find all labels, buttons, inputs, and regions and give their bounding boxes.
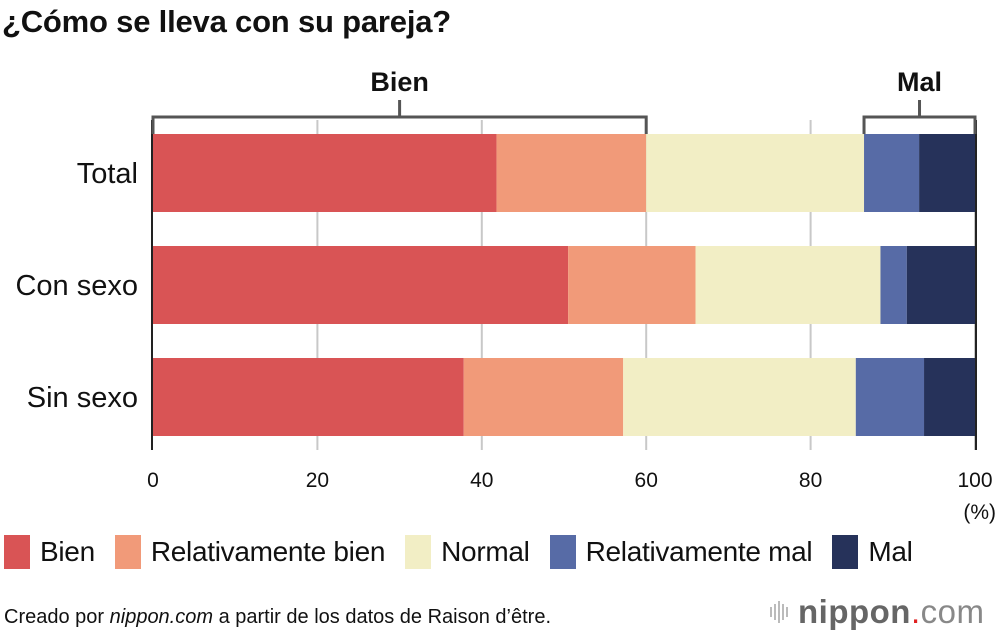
brand-dot: . [910, 593, 921, 630]
brand-name: nippon [798, 593, 911, 630]
tick-label: 20 [306, 469, 329, 492]
legend-item: Relativamente bien [114, 535, 386, 569]
brackets: Bien Mal [151, 67, 977, 134]
legend: Bien Relativamente bien Normal Relativament… [4, 535, 913, 569]
bar-segment [906, 246, 975, 324]
nippon-logo: nippon.com [770, 593, 984, 631]
bar-segment [153, 134, 497, 212]
bar-segment [463, 358, 624, 436]
chart-title: ¿Cómo se lleva con su pareja? [2, 4, 452, 39]
logo-bars-icon [770, 597, 790, 627]
legend-label: Bien [40, 536, 95, 567]
tick-label: 80 [799, 469, 822, 492]
axis [151, 120, 977, 450]
bars [153, 134, 975, 436]
legend-label: Mal [868, 536, 913, 567]
tick-label: 100 [957, 469, 992, 492]
source-suffix: a partir de los datos de Raison d’être. [213, 606, 551, 628]
bar-segment [919, 134, 975, 212]
bar-segment [695, 246, 881, 324]
bracket-label: Bien [370, 67, 429, 97]
source-site: nippon.com [109, 606, 214, 628]
category-label: Total [77, 158, 138, 190]
category-label: Con sexo [15, 270, 138, 302]
category-labels: Total Con sexo Sin sexo [15, 158, 138, 414]
bracket [862, 100, 977, 134]
legend-label: Relativamente mal [585, 536, 813, 567]
bar-segment [924, 358, 975, 436]
legend-swatch [4, 535, 30, 569]
source-prefix: Creado por [4, 606, 110, 628]
legend-item: Mal [832, 535, 913, 569]
legend-swatch [832, 535, 859, 569]
brand-text: nippon.com [798, 593, 984, 631]
bar-segment [855, 358, 925, 436]
brand-tld: com [920, 593, 985, 630]
category-label: Sin sexo [27, 382, 138, 414]
bar-segment [864, 134, 920, 212]
source-note: Creado por nippon.com a partir de los da… [4, 606, 551, 629]
bar-segment [153, 358, 464, 436]
bar-segment [623, 358, 856, 436]
bar-segment [153, 246, 569, 324]
legend-swatch [114, 535, 141, 569]
bar-segment [568, 246, 696, 324]
tick-label: 40 [470, 469, 493, 492]
unit-label: (%) [963, 501, 996, 524]
bar-segment [496, 134, 647, 212]
bracket-label: Mal [897, 67, 942, 97]
tick-label: 0 [147, 469, 159, 492]
bracket [151, 100, 648, 134]
legend-item: Normal [405, 535, 530, 569]
stacked-bar-chart: Bien Mal Total Con sexo Sin sexo 0 20 40 60 80 1… [15, 67, 996, 524]
legend-label: Normal [441, 536, 530, 567]
legend-swatch [405, 535, 432, 569]
bar-segment [646, 134, 865, 212]
bar-segment [880, 246, 907, 324]
tick-labels: 0 20 40 60 80 100 (%) [147, 469, 996, 524]
tick-label: 60 [635, 469, 658, 492]
legend-item: Bien [4, 535, 95, 569]
legend-label: Relativamente bien [150, 536, 386, 567]
legend-item: Relativamente mal [549, 535, 813, 569]
legend-swatch [549, 535, 576, 569]
